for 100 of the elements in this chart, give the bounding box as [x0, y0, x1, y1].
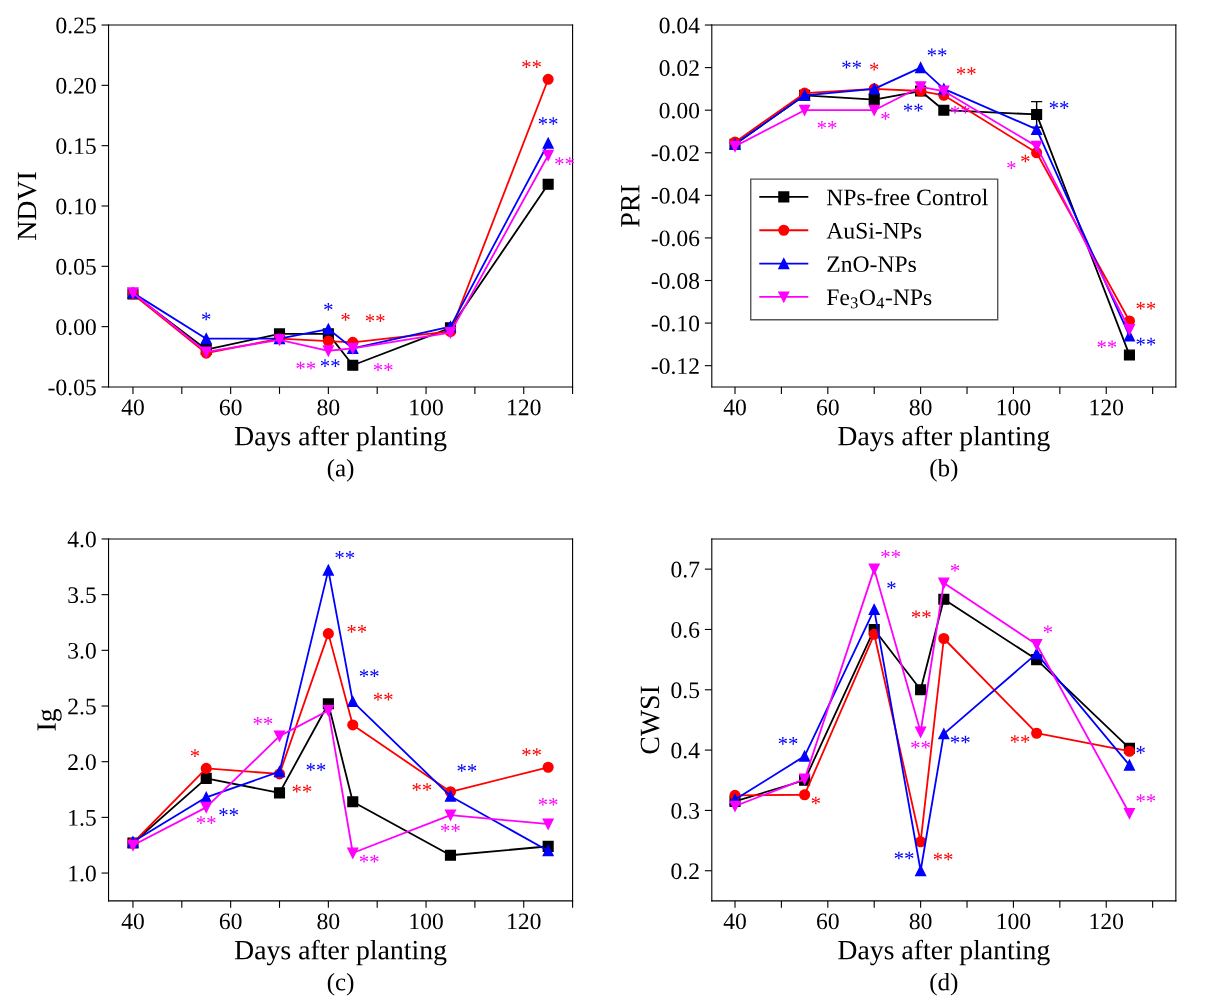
y-tick-label: 2.0: [68, 754, 96, 771]
data-label: **: [373, 363, 393, 371]
data-label: *: [1021, 154, 1030, 163]
data-label: **: [373, 692, 393, 701]
y-tick-label: 4.0: [67, 531, 96, 548]
legend-label: AuSi-NPs: [826, 222, 922, 239]
data-label: **: [522, 748, 541, 756]
data-label: **: [196, 816, 216, 824]
x-axis-title: Days after planting: [234, 939, 447, 966]
data-label: **: [1049, 101, 1069, 109]
x-tick-label: 40: [723, 913, 746, 930]
y-tick-label: -0.06: [651, 230, 700, 247]
x-axis-title: Days after planting: [838, 425, 1050, 452]
y-tick-label: -0.02: [651, 145, 699, 162]
x-tick-label: 100: [410, 399, 443, 416]
y-tick-label: -0.10: [651, 315, 700, 332]
data-label: **: [359, 854, 379, 863]
data-label: **: [927, 48, 947, 57]
data-label: **: [1097, 340, 1117, 349]
data-label: **: [881, 550, 901, 558]
y-axis-title: PRI: [621, 185, 640, 227]
data-label: **: [320, 359, 340, 367]
x-tick-label: 40: [121, 913, 144, 930]
data-label: **: [359, 669, 379, 678]
y-tick-label: 0.3: [671, 802, 700, 819]
data-label: *: [1043, 625, 1053, 634]
data-label: **: [412, 783, 432, 791]
x-tick-label: 60: [219, 913, 242, 930]
y-tick-label: 1.0: [69, 865, 96, 882]
legend-label: NPs-free Control: [826, 188, 988, 206]
y-tick-label: 0.00: [659, 102, 700, 119]
y-axis-title: Ig: [37, 708, 62, 731]
data-label: **: [842, 60, 862, 69]
text: (b): [930, 459, 958, 482]
y-tick-label: 0.02: [659, 60, 699, 77]
data-label: **: [1010, 735, 1030, 743]
y-tick-label: 0.2: [671, 863, 699, 880]
y-tick-label: -0.04: [651, 187, 700, 204]
y-tick-label: 0.25: [56, 17, 96, 34]
data-label: *: [190, 749, 200, 757]
data-label: *: [869, 62, 879, 71]
y-tick-label: 0.04: [659, 17, 700, 34]
y-tick-label: 0.15: [56, 138, 96, 155]
y-tick-label: 0.05: [56, 258, 96, 275]
data-label: **: [1136, 337, 1156, 346]
y-tick-label: 0.10: [56, 198, 96, 215]
y-axis-title: CWSI: [640, 686, 660, 754]
y-axis-title: NDVI: [17, 172, 37, 240]
x-axis-title: Days after planting: [234, 425, 447, 452]
y-tick-label: -0.12: [651, 358, 699, 375]
x-tick-label: 80: [909, 913, 932, 930]
x-tick-label: 40: [723, 399, 746, 416]
data-label: **: [365, 314, 385, 322]
x-tick-label: 60: [817, 399, 839, 416]
x-tick-label: 120: [508, 399, 541, 416]
y-tick-label: -0.08: [651, 273, 700, 290]
data-label: **: [903, 103, 923, 112]
data-label: **: [457, 764, 477, 772]
x-tick-label: 100: [410, 913, 443, 930]
data-label: **: [950, 735, 970, 744]
data-label: **: [817, 121, 837, 129]
data-label: **: [538, 797, 558, 806]
data-label: *: [341, 313, 350, 321]
data-label: **: [306, 763, 326, 771]
text: (c): [327, 972, 354, 996]
x-axis-title: Days after planting: [838, 939, 1050, 966]
y-tick-label: 0.6: [671, 621, 700, 638]
y-tick-label: 0.00: [56, 319, 96, 336]
x-tick-label: 100: [997, 399, 1031, 416]
y-tick-label: 0.5: [671, 682, 700, 699]
y-tick-label: -0.05: [48, 379, 96, 396]
x-tick-label: 100: [997, 913, 1031, 930]
data-label: **: [347, 625, 367, 633]
x-tick-label: 60: [219, 399, 242, 416]
data-label: *: [881, 112, 890, 120]
legend-label: ZnO-NPs: [827, 256, 916, 273]
x-tick-label: 80: [317, 913, 340, 930]
data-label: **: [956, 67, 976, 75]
x-tick-label: 80: [317, 399, 340, 416]
data-label: **: [253, 717, 273, 725]
x-tick-label: 120: [508, 913, 541, 930]
data-label: **: [440, 824, 460, 832]
x-tick-label: 120: [1090, 913, 1124, 930]
y-tick-label: 3.0: [68, 642, 96, 659]
data-label: **: [522, 60, 541, 68]
x-tick-label: 80: [909, 399, 932, 416]
y-tick-label: 0.20: [56, 77, 96, 94]
data-label: **: [335, 551, 355, 559]
legend-label: Fe$_{3}$O$_{4}$-NPs: [826, 289, 932, 309]
text: (d): [930, 972, 958, 996]
x-tick-label: 40: [121, 399, 144, 416]
data-label: **: [296, 361, 316, 370]
data-label: **: [1136, 794, 1156, 802]
data-label: **: [911, 740, 930, 749]
y-tick-label: 3.5: [68, 587, 96, 604]
data-label: *: [202, 312, 211, 321]
data-label: *: [950, 563, 960, 572]
data-label: *: [811, 796, 821, 805]
data-label: **: [1136, 301, 1156, 310]
data-label: *: [324, 302, 333, 311]
